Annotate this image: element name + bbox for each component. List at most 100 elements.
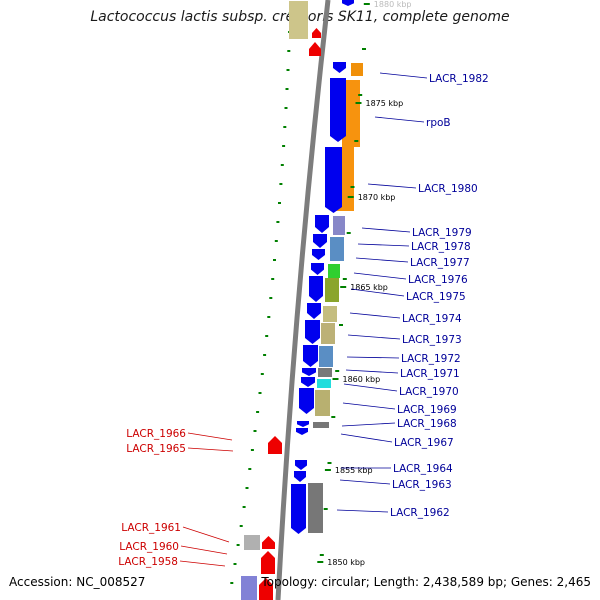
tick-marks: 1880 kbp 1875 kbp 1870 kbp 1865 kbp 1860 kbp… — [317, 0, 412, 567]
forward-gene-arrow — [297, 421, 309, 427]
forward-gene-arrow — [313, 234, 327, 248]
reverse-gene-arrow — [309, 42, 321, 56]
tick-label: 1860 kbp — [343, 375, 381, 384]
tick-mark — [324, 469, 331, 471]
forward-gene-label: LACR_1970 — [399, 386, 459, 398]
outer-dot — [267, 316, 271, 318]
minor-tick — [339, 324, 343, 326]
reverse-leader-line — [179, 560, 226, 567]
forward-gene-label: LACR_1978 — [411, 241, 471, 253]
reverse-gene-arrow — [262, 536, 275, 549]
forward-leader-line — [342, 402, 396, 410]
forward-gene-arrow — [333, 62, 346, 73]
outer-dot — [265, 335, 269, 337]
tick-label: 1850 kbp — [327, 558, 365, 567]
cog-block — [289, 1, 308, 39]
forward-leader-line — [374, 116, 425, 123]
outer-dot — [242, 506, 246, 508]
forward-gene-arrow — [291, 484, 306, 534]
reverse-gene-label: LACR_1965 — [126, 443, 186, 455]
forward-gene-label: LACR_1962 — [390, 507, 450, 519]
forward-gene-arrow — [311, 263, 324, 275]
forward-gene-arrow — [301, 377, 315, 387]
reverse-gene-label: LACR_1966 — [126, 428, 186, 440]
outer-dot — [233, 563, 237, 565]
minor-tick — [346, 232, 351, 234]
outer-dot — [271, 278, 275, 280]
outer-dot — [269, 297, 273, 299]
forward-gene-arrow — [342, 0, 354, 6]
forward-leader-line — [355, 257, 409, 263]
outer-dot — [230, 582, 234, 584]
forward-gene-arrow — [295, 460, 307, 470]
outer-dot — [248, 468, 252, 470]
outer-dot — [283, 126, 287, 128]
forward-gene-label: LACR_1964 — [393, 463, 453, 475]
reverse-gene-arrow — [259, 578, 273, 600]
outer-dot — [236, 544, 240, 546]
minor-tick — [331, 416, 336, 418]
tick-label: 1875 kbp — [366, 99, 404, 108]
forward-gene-label: LACR_1972 — [401, 353, 461, 365]
cog-block — [315, 390, 330, 416]
outer-dot — [286, 69, 290, 71]
minor-tick — [319, 554, 324, 556]
reverse-leader-line — [187, 447, 234, 452]
cog-block — [313, 422, 329, 428]
forward-gene-arrow — [309, 276, 323, 302]
reverse-gene-arrow — [312, 28, 321, 38]
tick-label: 1870 kbp — [358, 193, 396, 202]
forward-leader-line — [346, 356, 400, 359]
cog-block — [330, 237, 344, 261]
tick-mark — [340, 286, 347, 288]
tick-mark — [332, 378, 339, 380]
cog-block — [321, 323, 335, 344]
forward-gene-label: LACR_1971 — [400, 368, 460, 380]
forward-gene-label: LACR_1974 — [402, 313, 462, 325]
cog-block — [342, 80, 360, 147]
forward-leader-line — [379, 72, 428, 79]
gene-labels: LACR_1982 rpoB LACR_1980 LACR_1979 LACR_1978… — [118, 72, 489, 568]
cog-block — [323, 306, 337, 322]
forward-gene-arrow — [325, 147, 342, 213]
minor-tick — [362, 48, 366, 50]
reverse-gene-label: LACR_1960 — [119, 541, 179, 553]
cog-block — [333, 216, 345, 235]
backbone-arc — [275, 0, 331, 600]
cog-block — [318, 368, 332, 377]
outer-dot — [282, 145, 286, 147]
outer-dot — [260, 373, 264, 375]
forward-leader-line — [345, 369, 399, 374]
forward-gene-label: LACR_1973 — [402, 334, 462, 346]
forward-leader-line — [340, 433, 393, 443]
forward-leader-line — [357, 243, 410, 247]
outer-dot — [256, 411, 260, 413]
outer-dot — [258, 392, 262, 394]
minor-tick — [354, 140, 359, 142]
tick-label: 1865 kbp — [350, 283, 388, 292]
forward-leader-line — [343, 383, 398, 392]
forward-leader-line — [361, 227, 411, 233]
outer-dot — [273, 259, 276, 261]
reverse-leader-line — [180, 545, 228, 555]
cog-block — [328, 264, 340, 278]
outer-dot — [285, 88, 289, 90]
outer-dot — [287, 50, 291, 52]
forward-leader-line — [341, 422, 396, 427]
outer-dot — [274, 240, 278, 242]
gene-arrows — [259, 0, 354, 600]
reverse-gene-arrow — [261, 551, 275, 574]
forward-leader-line — [347, 334, 401, 340]
forward-leader-line — [353, 272, 407, 280]
outer-dot — [263, 354, 267, 356]
minor-tick — [323, 508, 328, 510]
tick-mark — [317, 561, 324, 563]
tick-label: 1880 kbp — [374, 0, 412, 9]
minor-tick — [342, 278, 347, 280]
minor-tick — [327, 462, 332, 464]
outer-dot — [284, 107, 288, 109]
forward-gene-arrow — [312, 249, 325, 260]
forward-gene-label: rpoB — [426, 117, 451, 129]
outer-dot — [276, 221, 280, 223]
